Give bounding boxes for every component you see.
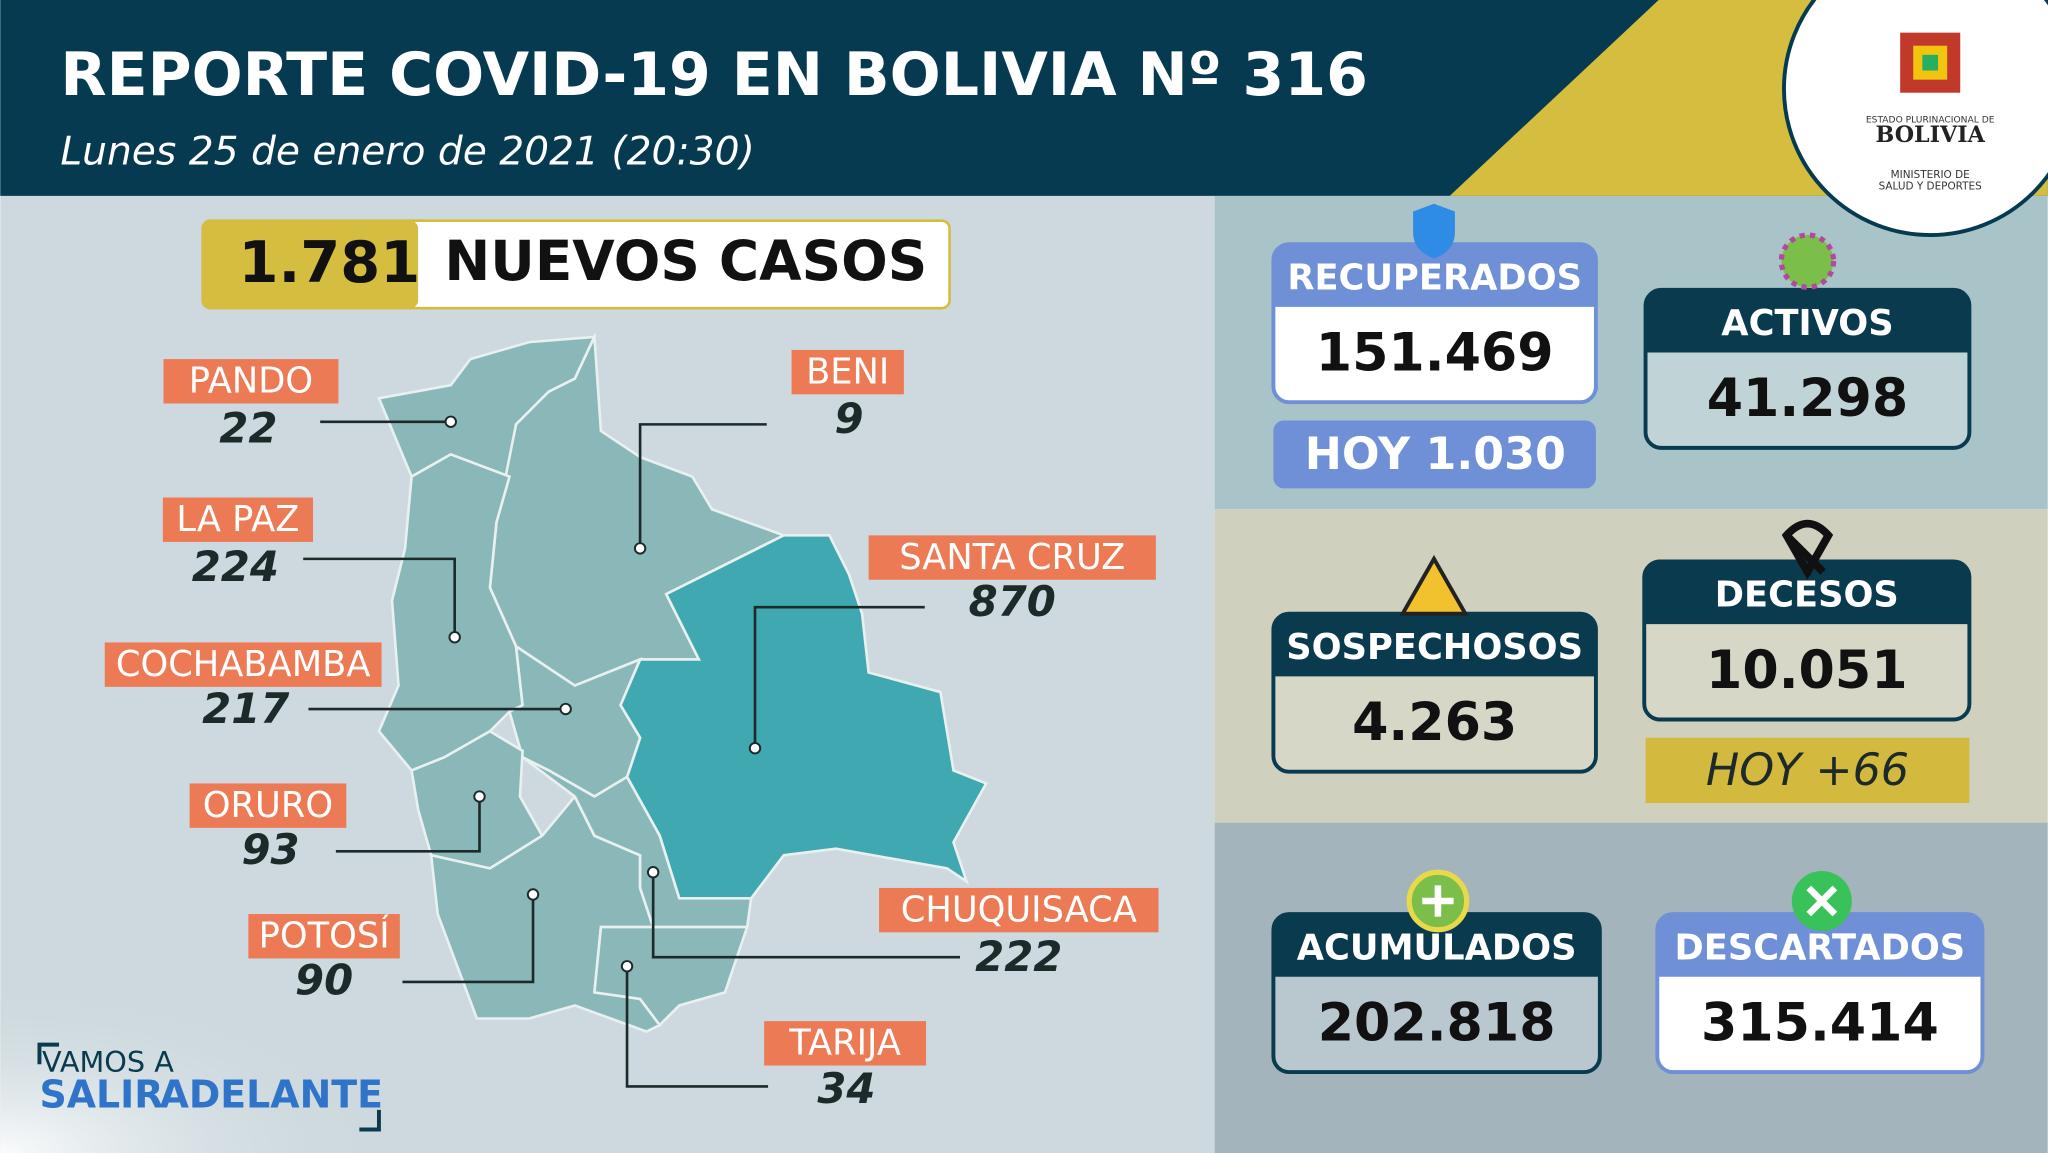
- ribbon-icon: [1781, 519, 1834, 580]
- department-cases: 90: [295, 956, 353, 1005]
- stat-value: 4.263: [1352, 693, 1517, 753]
- title: REPORTE COVID-19 EN BOLIVIA Nº 316: [60, 40, 1368, 110]
- stat-value: 41.298: [1707, 369, 1909, 429]
- connector: [651, 872, 961, 959]
- department-name: SANTA CRUZ: [899, 537, 1125, 578]
- stat-label: RECUPERADOS: [1287, 257, 1582, 298]
- department-label-box: [764, 1021, 927, 1066]
- logo-circle: [1782, 0, 2048, 237]
- stat-header: [1657, 914, 1983, 977]
- logo-top: ESTADO PLURINACIONAL DE: [1866, 116, 1995, 126]
- department-name: CHUQUISACA: [901, 889, 1137, 930]
- stat-value: 10.051: [1706, 641, 1908, 701]
- connector-dot: [559, 702, 572, 716]
- department-cases: 222: [975, 932, 1062, 981]
- connector: [625, 966, 769, 1088]
- stat-label: DECESOS: [1715, 575, 1899, 616]
- department-label-box: [104, 642, 382, 687]
- department-name: POTOSÍ: [259, 915, 390, 957]
- slogan-word: ADELANTE: [160, 1072, 383, 1116]
- department-label-box: [162, 497, 314, 542]
- today-box: [1273, 420, 1596, 489]
- stat-value: 315.414: [1701, 993, 1939, 1053]
- department-cases: 870: [969, 577, 1056, 626]
- connector-dot: [633, 542, 647, 555]
- department-label-box: [879, 887, 1159, 933]
- today-deaths: HOY +66: [1706, 745, 1909, 796]
- logo-name: BOLIVIA: [1876, 122, 1986, 148]
- logo-ministry: MINISTERIO DE: [1891, 169, 1970, 181]
- connector: [638, 423, 767, 549]
- subtitle: Lunes 25 de enero de 2021 (20:30): [60, 130, 754, 175]
- slogan-word: SALIR: [39, 1072, 163, 1116]
- department-label-box: [248, 914, 400, 959]
- connector-dot: [473, 790, 486, 803]
- stat-value: 202.818: [1318, 993, 1556, 1053]
- stat-header: [1273, 244, 1596, 307]
- department-label-box: [868, 535, 1156, 580]
- department-cases: 224: [192, 542, 279, 591]
- new-cases-value-box: [202, 220, 419, 309]
- department-name: COCHABAMBA: [116, 644, 371, 685]
- plus-mark: [1422, 885, 1454, 917]
- stat-label: ACUMULADOS: [1297, 927, 1577, 968]
- department-name: ORURO: [203, 785, 333, 826]
- department-label-box: [791, 349, 904, 395]
- connector: [402, 894, 535, 984]
- logo-emblem: [1900, 32, 1961, 93]
- slogan-bracket: [37, 1042, 381, 1132]
- department-label-box: [163, 359, 339, 404]
- today-recovered: HOY 1.030: [1305, 429, 1566, 480]
- new-cases-label: NUEVOS CASOS: [444, 229, 927, 293]
- connector-dot: [620, 960, 634, 973]
- virus-icon: [1778, 232, 1837, 290]
- department-name: TARIJA: [788, 1023, 901, 1064]
- connector-dot: [646, 866, 660, 879]
- today-box: [1645, 737, 1970, 804]
- stat-header: [1273, 613, 1596, 677]
- department-name: LA PAZ: [176, 499, 299, 540]
- stat-value: 151.469: [1316, 323, 1554, 383]
- stat-label: SOSPECHOSOS: [1286, 627, 1583, 668]
- connector-dot: [448, 631, 461, 644]
- new-cases-value: 1.781: [238, 229, 420, 296]
- connector-dot: [748, 742, 762, 755]
- stat-header: [1645, 289, 1970, 353]
- department-cases: 34: [817, 1064, 875, 1113]
- x-mark: [1806, 885, 1838, 917]
- department-label-box: [189, 783, 347, 828]
- department-cases: 22: [219, 403, 277, 452]
- stat-label: DESCARTADOS: [1675, 927, 1966, 968]
- department-cases: 93: [242, 825, 300, 874]
- shield-icon: [1413, 203, 1455, 259]
- connector-dot: [526, 888, 540, 901]
- connector: [303, 557, 456, 638]
- bolivia-map: [377, 331, 988, 1033]
- department-cases: 9: [834, 394, 863, 443]
- corner-glow: [0, 982, 393, 1153]
- stat-header: [1273, 914, 1600, 977]
- slogan-line: VAMOS A: [42, 1045, 174, 1079]
- stat-label: ACTIVOS: [1721, 303, 1893, 344]
- logo-ministry: SALUD Y DEPORTES: [1879, 181, 1983, 193]
- connector: [335, 796, 481, 853]
- warning-icon: [1399, 554, 1469, 616]
- department-name: BENI: [806, 351, 889, 392]
- stat-header: [1644, 561, 1970, 625]
- connector: [753, 605, 925, 749]
- connector-dot: [444, 415, 457, 428]
- department-cases: 217: [202, 684, 289, 733]
- department-name: PANDO: [189, 361, 313, 402]
